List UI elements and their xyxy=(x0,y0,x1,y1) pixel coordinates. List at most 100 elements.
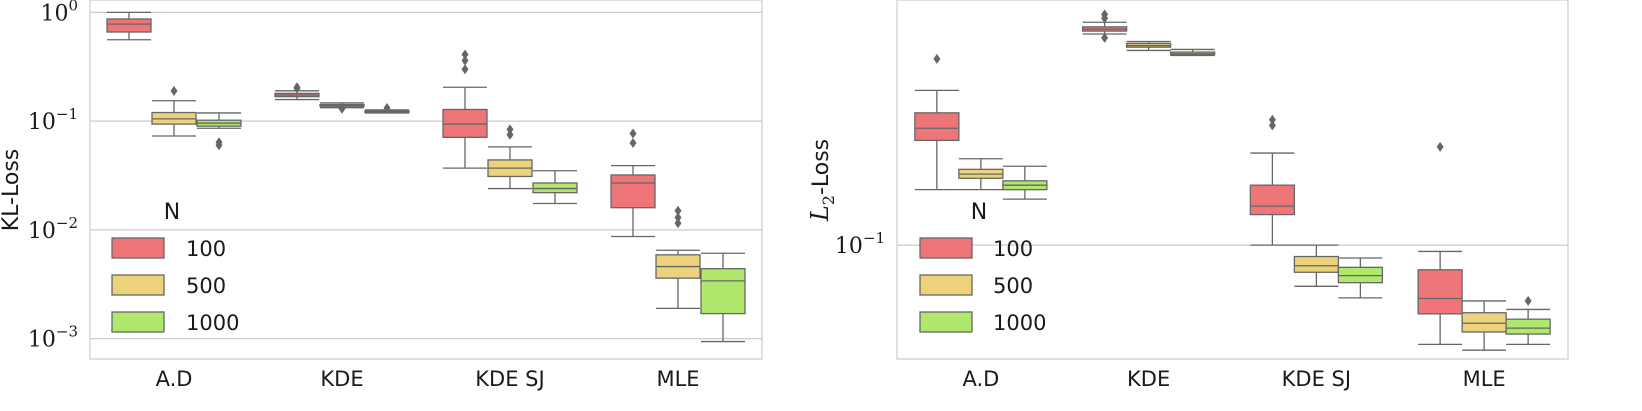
box-500-MLE xyxy=(655,205,701,309)
outlier-point xyxy=(1101,9,1109,20)
outlier-point xyxy=(506,124,514,135)
outlier-point xyxy=(1268,120,1276,131)
box-body xyxy=(914,112,960,142)
outlier-point xyxy=(933,53,941,64)
x-tick-label: A.D xyxy=(156,367,193,391)
x-tick-label: KDE SJ xyxy=(475,367,544,391)
box-body xyxy=(1249,184,1296,216)
box-500-KDE xyxy=(1125,40,1172,52)
box-500-KDE SJ xyxy=(1293,244,1340,287)
outlier-point xyxy=(215,137,223,148)
box-1000-KDE SJ xyxy=(1337,257,1384,299)
box-1000-MLE xyxy=(700,252,746,343)
outlier-point xyxy=(1524,295,1532,306)
outlier-point xyxy=(1101,32,1109,43)
outlier-point xyxy=(629,128,637,139)
y-tick-label: 10−2 xyxy=(28,214,78,244)
outlier-point xyxy=(629,137,637,148)
outlier-point xyxy=(293,82,301,93)
box-100-KDE xyxy=(274,82,320,101)
outlier-point xyxy=(461,55,469,66)
y-tick-label: 100 xyxy=(40,0,78,26)
y-tick-exponent: −1 xyxy=(56,105,78,123)
legend-label: 1000 xyxy=(186,311,239,335)
legend-swatch xyxy=(919,274,973,296)
box-100-KDE xyxy=(1081,9,1128,43)
box-body xyxy=(700,268,746,315)
box-body xyxy=(442,108,488,138)
legend-label: 100 xyxy=(186,237,226,261)
box-500-A.D xyxy=(151,85,197,137)
x-tick-label: KDE xyxy=(1127,367,1170,391)
x-tick-label: MLE xyxy=(1463,367,1506,391)
legend-label: 500 xyxy=(993,274,1033,298)
legend-label: 1000 xyxy=(993,311,1046,335)
x-tick-label: KDE xyxy=(320,367,363,391)
outlier-point xyxy=(338,103,346,114)
box-1000-KDE SJ xyxy=(532,170,578,205)
legend-title: N xyxy=(971,200,987,225)
outlier-point xyxy=(461,49,469,60)
plot-frame xyxy=(89,0,763,360)
legend-swatch xyxy=(111,237,165,259)
y-axis-label-symbol: L xyxy=(806,205,834,222)
legend-title: N xyxy=(164,200,180,225)
box-100-MLE xyxy=(610,128,656,238)
outlier-point xyxy=(1436,141,1444,152)
box-100-A.D xyxy=(914,53,960,191)
y-axis-label-text: -Loss xyxy=(809,139,834,195)
y-tick-label: 10−3 xyxy=(28,323,78,353)
box-1000-MLE xyxy=(1505,295,1551,346)
box-body xyxy=(1417,269,1463,315)
y-tick-exponent: −1 xyxy=(863,229,885,247)
outlier-point xyxy=(674,212,682,223)
outlier-point xyxy=(674,218,682,229)
outlier-point xyxy=(170,85,178,96)
y-tick-base: 10 xyxy=(835,234,863,259)
outlier-point xyxy=(461,64,469,75)
box-500-KDE SJ xyxy=(487,124,533,190)
box-100-MLE xyxy=(1417,141,1463,346)
box-100-KDE SJ xyxy=(442,49,488,169)
box-500-A.D xyxy=(958,158,1004,191)
box-body xyxy=(1461,312,1507,333)
box-1000-KDE xyxy=(364,103,410,114)
box-1000-KDE xyxy=(1169,48,1216,57)
box-1000-A.D xyxy=(1002,165,1048,200)
outlier-point xyxy=(674,205,682,216)
y-tick-label: 10−1 xyxy=(28,105,78,135)
box-500-KDE xyxy=(319,102,365,114)
y-tick-label: 10−1 xyxy=(835,229,885,259)
legend-swatch xyxy=(111,311,165,333)
y-tick-base: 10 xyxy=(28,219,56,244)
y-tick-exponent: −3 xyxy=(56,323,78,341)
y-tick-base: 10 xyxy=(40,1,68,26)
outlier-point xyxy=(506,129,514,140)
y-axis-label-subscript: 2 xyxy=(819,195,838,205)
box-body xyxy=(1293,255,1340,273)
box-body xyxy=(610,174,656,209)
legend-swatch xyxy=(919,311,973,333)
x-tick-label: KDE SJ xyxy=(1282,367,1351,391)
box-body xyxy=(1505,318,1551,335)
box-500-MLE xyxy=(1461,300,1507,351)
outlier-point xyxy=(1268,114,1276,125)
box-body xyxy=(106,18,152,33)
box-100-A.D xyxy=(106,11,152,41)
y-tick-base: 10 xyxy=(28,328,56,353)
legend-swatch xyxy=(919,237,973,259)
box-100-KDE SJ xyxy=(1249,114,1296,246)
y-tick-exponent: −2 xyxy=(56,214,78,232)
y-tick-base: 10 xyxy=(28,110,56,135)
y-axis-label: L2-Loss xyxy=(806,139,838,222)
box-1000-A.D xyxy=(196,112,242,151)
outlier-point xyxy=(383,103,391,114)
x-tick-label: MLE xyxy=(656,367,699,391)
y-axis-label: KL-Loss xyxy=(0,149,24,232)
legend-label: 500 xyxy=(186,274,226,298)
